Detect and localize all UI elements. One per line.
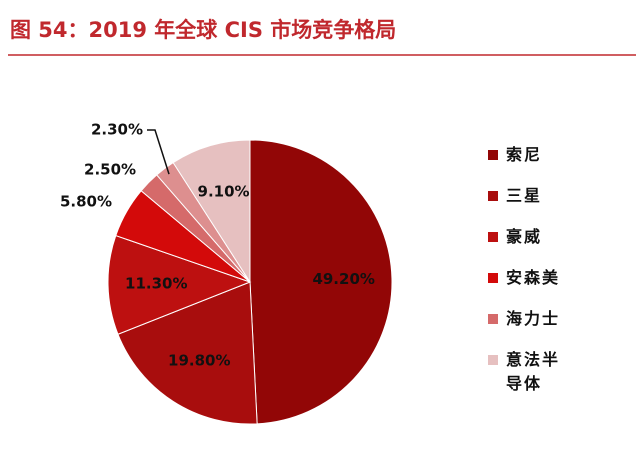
- legend-item: 三星: [488, 184, 568, 208]
- data-label: 2.50%: [84, 161, 136, 179]
- data-label: 19.80%: [168, 351, 230, 369]
- legend-swatch: [488, 314, 498, 324]
- legend-label: 意法半导体: [506, 350, 561, 393]
- pie-slice: [107, 234, 252, 335]
- legend-label: 索尼: [506, 145, 543, 164]
- legend-item: 索尼: [488, 143, 568, 167]
- legend-label: 三星: [506, 186, 543, 205]
- legend-item: 海力士: [488, 307, 568, 331]
- data-label: 9.10%: [198, 183, 250, 201]
- legend-item: 意法半导体: [488, 348, 568, 396]
- legend-label: 海力士: [506, 309, 561, 328]
- legend-swatch: [488, 150, 498, 160]
- legend-swatch: [488, 232, 498, 242]
- data-label: 2.30%: [91, 121, 143, 139]
- chart-title: 图 54：2019 年全球 CIS 市场竞争格局: [10, 18, 397, 42]
- pie-slice: [172, 139, 251, 284]
- data-label: 5.80%: [60, 193, 112, 211]
- legend-item: 豪威: [488, 225, 568, 249]
- legend-swatch: [488, 355, 498, 365]
- pie-slice: [249, 139, 393, 425]
- legend-swatch: [488, 191, 498, 201]
- legend: 索尼三星豪威安森美海力士意法半导体: [488, 143, 568, 413]
- legend-item: 安森美: [488, 266, 568, 290]
- leader-line: [147, 129, 170, 175]
- legend-label: 豪威: [506, 227, 543, 246]
- data-label: 11.30%: [125, 275, 187, 293]
- pie-slice: [117, 281, 258, 425]
- data-label: 49.20%: [312, 270, 374, 288]
- legend-label: 安森美: [506, 268, 561, 287]
- legend-swatch: [488, 273, 498, 283]
